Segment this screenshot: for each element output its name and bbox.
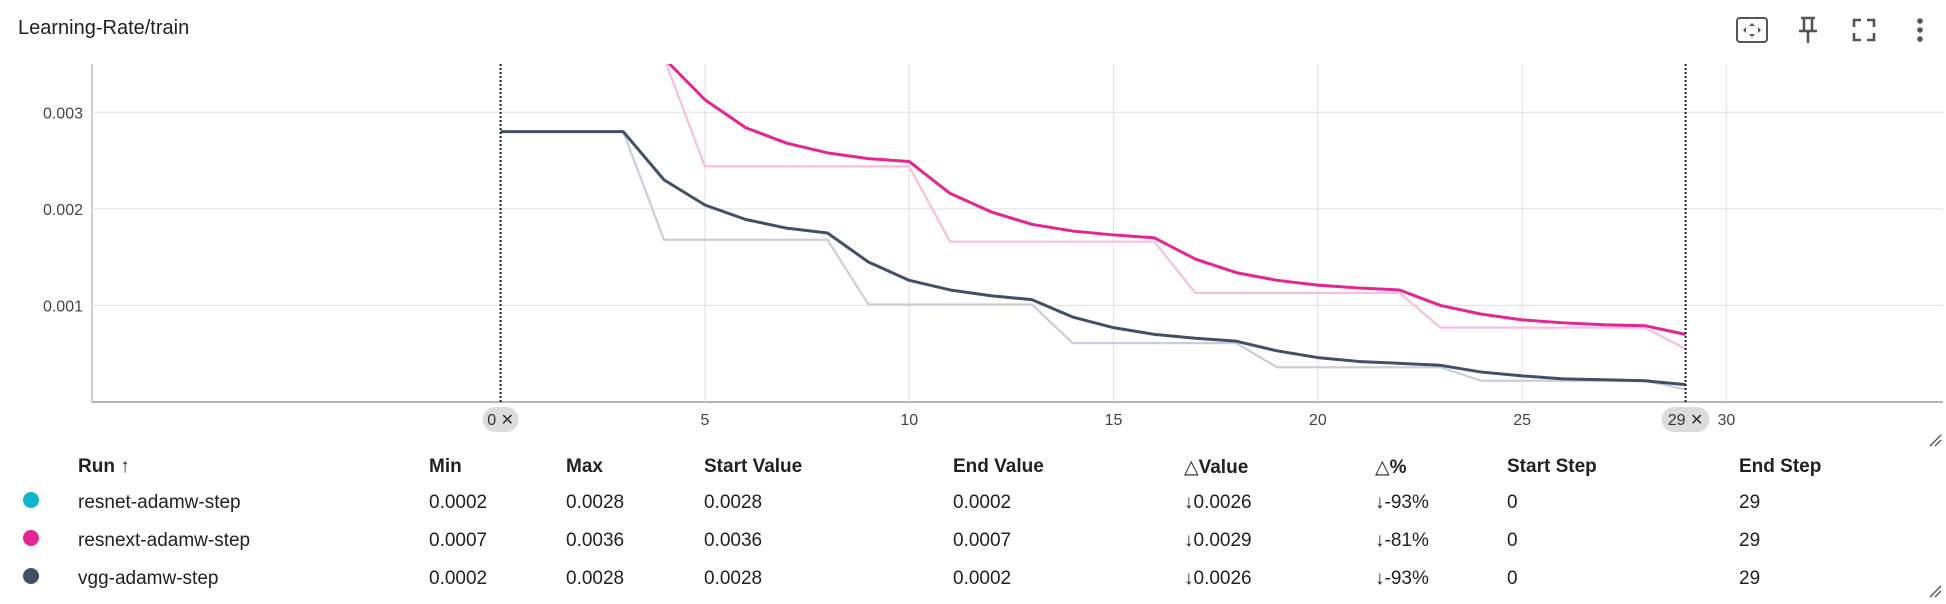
run-color-dot[interactable]	[23, 530, 39, 546]
run-color-dot[interactable]	[23, 568, 39, 584]
header-end-value[interactable]: End Value	[953, 456, 1044, 477]
range-marker-chip[interactable]: 29 ✕	[1661, 407, 1710, 432]
fullscreen-button[interactable]	[1842, 8, 1886, 52]
run-end-value: 0.0002	[953, 492, 1012, 513]
run-min: 0.0002	[429, 568, 488, 589]
range-marker-label: 0 ✕	[487, 412, 514, 429]
run-start-value: 0.0028	[704, 492, 763, 513]
chart-grid	[91, 64, 1943, 403]
x-tick-label: 15	[1105, 412, 1123, 429]
run-delta-value: ↓0.0029	[1184, 530, 1252, 551]
header-start-step[interactable]: Start Step	[1507, 456, 1597, 477]
runs-table: Run ↑ Min Max Start Value End Value △Val…	[0, 450, 1889, 598]
range-markers: 0 ✕ 29 ✕	[482, 64, 1710, 432]
table-row[interactable]: vgg-adamw-step 0.0002 0.0028 0.0028 0.00…	[0, 560, 1889, 598]
header-delta-value[interactable]: △Value	[1184, 456, 1249, 478]
chart-resize-handle[interactable]	[1928, 433, 1942, 447]
range-marker-label: 29 ✕	[1668, 412, 1704, 429]
run-delta-value: ↓0.0026	[1184, 492, 1252, 513]
run-name: vgg-adamw-step	[78, 568, 219, 589]
x-tick-label: 20	[1309, 412, 1327, 429]
line-chart[interactable]: 5 10 15 20 25 30 0.001 0.002 0.003 0 ✕ 29 ✕	[0, 0, 1946, 440]
header-run[interactable]: Run ↑	[78, 456, 130, 477]
table-header-row: Run ↑ Min Max Start Value End Value △Val…	[0, 450, 1889, 484]
pin-icon	[1799, 16, 1817, 43]
header-min[interactable]: Min	[429, 456, 462, 477]
y-tick-label: 0.003	[43, 105, 83, 122]
run-max: 0.0028	[566, 568, 625, 589]
run-start-value: 0.0028	[704, 568, 763, 589]
run-color-dot[interactable]	[23, 492, 39, 508]
x-tick-label: 25	[1513, 412, 1531, 429]
card-resize-handle[interactable]	[1928, 584, 1942, 598]
run-end-value: 0.0007	[953, 530, 1012, 551]
header-delta-percent[interactable]: △%	[1375, 456, 1407, 478]
x-tick-label: 30	[1718, 412, 1736, 429]
run-end-step: 29	[1739, 530, 1761, 551]
run-max: 0.0028	[566, 492, 625, 513]
more-vert-icon	[1917, 18, 1923, 42]
series-raw-line	[500, 130, 1686, 391]
run-end-step: 29	[1739, 492, 1761, 513]
y-tick-label: 0.002	[43, 202, 83, 219]
table-row[interactable]: resnet-adamw-step 0.0002 0.0028 0.0028 0…	[0, 484, 1889, 522]
run-name: resnet-adamw-step	[78, 492, 241, 513]
fullscreen-icon	[1852, 18, 1876, 42]
run-min: 0.0002	[429, 492, 488, 513]
range-marker-chip[interactable]: 0 ✕	[482, 407, 519, 432]
header-start-value[interactable]: Start Value	[704, 456, 803, 477]
run-start-step: 0	[1507, 492, 1518, 513]
run-delta-percent: ↓-93%	[1375, 568, 1429, 589]
x-tick-label: 5	[700, 412, 709, 429]
series-line	[667, 64, 1686, 336]
series-line	[500, 130, 1686, 387]
run-end-value: 0.0002	[953, 568, 1012, 589]
run-start-step: 0	[1507, 568, 1518, 589]
fit-domain-icon	[1736, 17, 1768, 43]
run-start-value: 0.0036	[704, 530, 763, 551]
run-min: 0.0007	[429, 530, 488, 551]
x-tick-label: 10	[900, 412, 918, 429]
table-row[interactable]: resnext-adamw-step 0.0007 0.0036 0.0036 …	[0, 522, 1889, 560]
run-delta-percent: ↓-93%	[1375, 492, 1429, 513]
header-end-step[interactable]: End Step	[1739, 456, 1822, 477]
header-max[interactable]: Max	[566, 456, 603, 477]
fit-domain-button[interactable]	[1730, 8, 1774, 52]
run-name: resnext-adamw-step	[78, 530, 251, 551]
axis-ticks: 5 10 15 20 25 30 0.001 0.002 0.003	[43, 105, 1735, 429]
run-start-step: 0	[1507, 530, 1518, 551]
run-delta-percent: ↓-81%	[1375, 530, 1429, 551]
series-raw-line	[665, 64, 1687, 350]
chart-series	[500, 64, 1687, 391]
run-delta-value: ↓0.0026	[1184, 568, 1252, 589]
y-tick-label: 0.001	[43, 298, 83, 315]
run-max: 0.0036	[566, 530, 625, 551]
card-title: Learning-Rate/train	[18, 17, 190, 39]
pin-button[interactable]	[1786, 8, 1830, 52]
more-options-button[interactable]	[1898, 8, 1942, 52]
run-end-step: 29	[1739, 568, 1761, 589]
